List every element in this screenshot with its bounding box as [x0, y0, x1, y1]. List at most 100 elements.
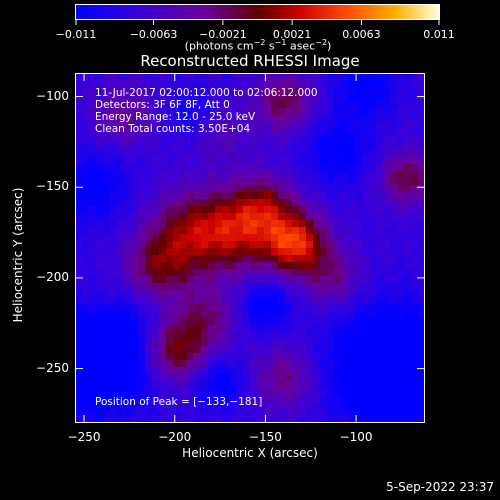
heatmap-cell — [117, 73, 125, 81]
heatmap-cell — [299, 241, 307, 249]
heatmap-cell — [208, 87, 216, 95]
heatmap-cell — [96, 227, 104, 235]
heatmap-cell — [362, 255, 370, 263]
heatmap-cell — [390, 416, 398, 423]
heatmap-cell — [362, 206, 370, 214]
heatmap-cell — [173, 325, 181, 333]
heatmap-cell — [194, 318, 202, 326]
heatmap-cell — [229, 360, 237, 368]
heatmap-cell — [124, 122, 132, 130]
heatmap-cell — [173, 185, 181, 193]
heatmap-cell — [306, 122, 314, 130]
heatmap-cell — [327, 108, 335, 116]
heatmap-cell — [75, 332, 83, 340]
heatmap-cell — [152, 234, 160, 242]
heatmap-cell — [173, 143, 181, 151]
heatmap-cell — [271, 234, 279, 242]
heatmap-cell — [124, 346, 132, 354]
heatmap-cell — [355, 269, 363, 277]
heatmap-cell — [278, 199, 286, 207]
heatmap-cell — [257, 255, 265, 263]
heatmap-cell — [229, 94, 237, 102]
heatmap-cell — [124, 409, 132, 417]
heatmap-cell — [215, 178, 223, 186]
heatmap-cell — [264, 241, 272, 249]
heatmap-cell — [376, 101, 384, 109]
heatmap-cell — [103, 73, 111, 81]
heatmap-cell — [292, 87, 300, 95]
heatmap-cell — [418, 367, 425, 375]
heatmap-cell — [243, 262, 251, 270]
heatmap-cell — [250, 262, 258, 270]
heatmap-cell — [299, 360, 307, 368]
heatmap-cell — [250, 353, 258, 361]
heatmap-cell — [404, 318, 412, 326]
heatmap-cell — [369, 248, 377, 256]
heatmap-cell — [243, 220, 251, 228]
heatmap-cell — [208, 353, 216, 361]
heatmap-cell — [110, 395, 118, 403]
heatmap-cell — [187, 367, 195, 375]
heatmap-cell — [145, 395, 153, 403]
heatmap-cell — [369, 178, 377, 186]
heatmap-cell — [362, 402, 370, 410]
heatmap-cell — [194, 220, 202, 228]
heatmap-cell — [138, 360, 146, 368]
heatmap-cell — [75, 262, 83, 270]
heatmap-cell — [390, 94, 398, 102]
heatmap-cell — [299, 269, 307, 277]
heatmap-cell — [299, 227, 307, 235]
heatmap-cell — [180, 220, 188, 228]
heatmap-cell — [187, 94, 195, 102]
heatmap-cell — [418, 185, 425, 193]
heatmap-cell — [75, 122, 83, 130]
x-tick-label: −150 — [248, 430, 282, 444]
heatmap-cell — [404, 325, 412, 333]
heatmap-cell — [355, 73, 363, 81]
heatmap-cell — [138, 115, 146, 123]
heatmap-cell — [369, 402, 377, 410]
heatmap-cell — [194, 402, 202, 410]
heatmap-cell — [292, 304, 300, 312]
heatmap-cell — [82, 192, 90, 200]
heatmap-cell — [271, 178, 279, 186]
heatmap-cell — [201, 94, 209, 102]
heatmap-cell — [215, 213, 223, 221]
heatmap-cell — [89, 395, 97, 403]
heatmap-cell — [131, 311, 139, 319]
heatmap-cell — [152, 374, 160, 382]
heatmap-cell — [299, 290, 307, 298]
heatmap-cell — [110, 178, 118, 186]
heatmap-cell — [117, 115, 125, 123]
heatmap-cell — [257, 367, 265, 375]
heatmap-cell — [362, 157, 370, 165]
heatmap-cell — [124, 353, 132, 361]
heatmap-cell — [257, 220, 265, 228]
heatmap-cell — [278, 339, 286, 347]
heatmap-cell — [369, 241, 377, 249]
heatmap-cell — [194, 150, 202, 158]
heatmap-cell — [117, 416, 125, 423]
heatmap-cell — [285, 367, 293, 375]
heatmap-cell — [355, 87, 363, 95]
heatmap-cell — [236, 150, 244, 158]
heatmap-cell — [418, 94, 425, 102]
heatmap-cell — [362, 129, 370, 137]
heatmap-cell — [166, 416, 174, 423]
heatmap-cell — [404, 206, 412, 214]
heatmap-cell — [96, 339, 104, 347]
heatmap-cell — [131, 241, 139, 249]
heatmap-cell — [159, 241, 167, 249]
heatmap-cell — [376, 311, 384, 319]
heatmap-cell — [187, 381, 195, 389]
heatmap-cell — [103, 248, 111, 256]
heatmap-cell — [299, 311, 307, 319]
heatmap-cell — [75, 108, 83, 116]
info-time-range: 11-Jul-2017 02:00:12.000 to 02:06:12.000 — [95, 87, 318, 99]
heatmap-cell — [243, 129, 251, 137]
heatmap-cell — [131, 178, 139, 186]
heatmap-cell — [292, 199, 300, 207]
heatmap-cell — [355, 374, 363, 382]
heatmap-cell — [411, 108, 419, 116]
heatmap-cell — [390, 241, 398, 249]
